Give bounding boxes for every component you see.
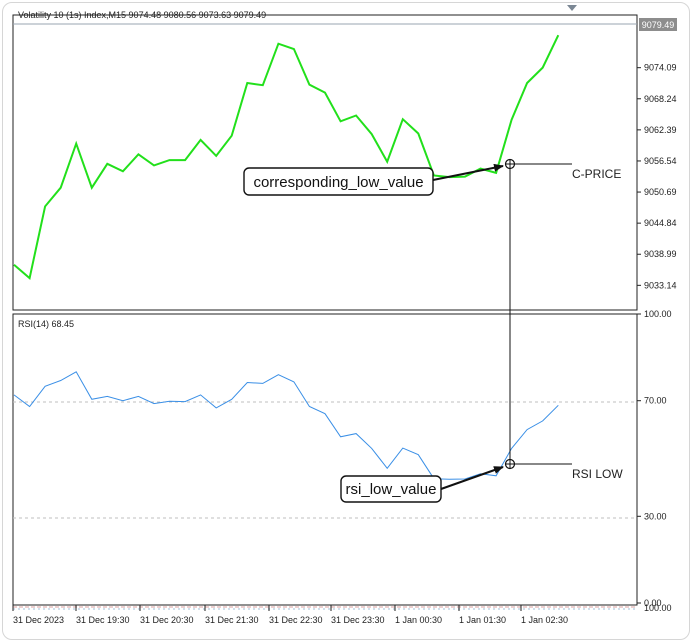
callout-arrow-main bbox=[432, 163, 504, 181]
time-tick-label: 31 Dec 20:30 bbox=[140, 615, 194, 625]
current-price-badge bbox=[639, 18, 677, 31]
price-tick-label: 9038.99 bbox=[644, 249, 677, 259]
current-price-label: 9079.49 bbox=[642, 20, 675, 30]
time-tick-label: 31 Dec 23:30 bbox=[331, 615, 385, 625]
rsi-tick-label: 0.00 bbox=[644, 598, 662, 608]
rsi-points bbox=[13, 371, 559, 480]
bar-shift-marker-icon[interactable] bbox=[567, 5, 577, 11]
price-tick-label: 9050.69 bbox=[644, 187, 677, 197]
time-tick-label: 1 Jan 01:30 bbox=[459, 615, 506, 625]
rsi-panel bbox=[12, 313, 638, 606]
time-tick-label: 31 Dec 21:30 bbox=[205, 615, 259, 625]
c-price-label: C-PRICE bbox=[572, 167, 621, 181]
time-tick-label: 31 Dec 22:30 bbox=[269, 615, 323, 625]
rsi-axis: 100.00 70.00 30.00 0.00 bbox=[637, 309, 672, 608]
price-tick-label: 9033.14 bbox=[644, 280, 677, 290]
price-tick-label: 9068.24 bbox=[644, 94, 677, 104]
rsi-header: RSI(14) 68.45 bbox=[18, 319, 74, 329]
price-points bbox=[13, 35, 559, 279]
time-tick-label: 31 Dec 19:30 bbox=[76, 615, 130, 625]
time-tick-label: 31 Dec 2023 bbox=[13, 615, 64, 625]
price-tick-label: 9044.84 bbox=[644, 218, 677, 228]
rsi-tick-label: 30.00 bbox=[644, 511, 667, 521]
price-tick-label: 9074.09 bbox=[644, 63, 677, 73]
rsi-overlap-tick-label: 100.00 bbox=[644, 603, 672, 613]
rsi-tick-label: 70.00 bbox=[644, 396, 667, 406]
corresponding-low-value-callout bbox=[243, 167, 434, 196]
rsi-tick-label: 100.00 bbox=[644, 309, 672, 319]
callout-arrow-rsi bbox=[440, 466, 504, 490]
price-panel bbox=[12, 14, 638, 311]
price-tick-label: 9056.54 bbox=[644, 156, 677, 166]
time-axis: 31 Dec 2023 31 Dec 19:30 31 Dec 20:30 31 De… bbox=[12, 605, 568, 625]
rsi-low-label: RSI LOW bbox=[572, 467, 623, 481]
main-chart-header: Volatility 10 (1s) Index,M15 9074.48 908… bbox=[18, 10, 266, 20]
price-axis: 9074.09 9068.24 9062.39 9056.54 9050.69 9044.… bbox=[637, 63, 677, 290]
corresponding-low-value-text: corresponding_low_value bbox=[253, 174, 423, 191]
rsi-low-value-text: rsi_low_value bbox=[346, 481, 437, 498]
price-line bbox=[13, 34, 560, 280]
time-tick-label: 1 Jan 00:30 bbox=[395, 615, 442, 625]
time-tick-label: 1 Jan 02:30 bbox=[521, 615, 568, 625]
rsi-line bbox=[13, 371, 559, 480]
price-tick-label: 9062.39 bbox=[644, 125, 677, 135]
